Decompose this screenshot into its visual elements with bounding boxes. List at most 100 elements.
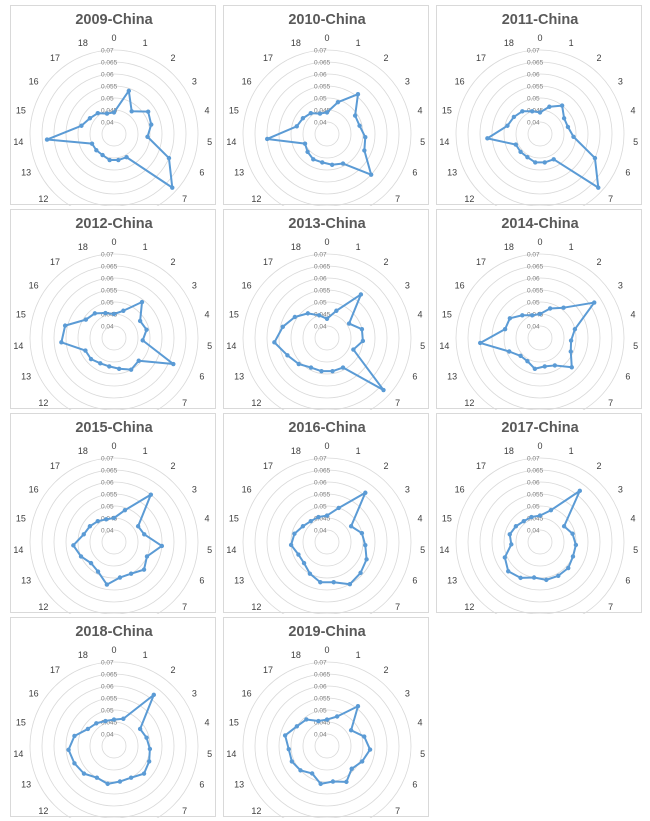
data-point: [305, 311, 311, 316]
category-label: 13: [234, 576, 244, 586]
category-label: 4: [631, 309, 636, 319]
category-label: 2: [170, 53, 175, 63]
data-point: [95, 110, 100, 116]
category-label: 18: [291, 446, 301, 456]
data-point: [111, 311, 117, 317]
data-point: [79, 123, 84, 128]
grid-ring: [65, 289, 163, 387]
data-point: [117, 575, 123, 580]
grid-ring: [254, 673, 400, 818]
grid-ring: [467, 469, 613, 614]
data-point: [128, 571, 134, 576]
data-point: [317, 313, 322, 318]
data-point: [569, 365, 574, 370]
data-point: [518, 575, 523, 581]
category-label: 12: [251, 602, 261, 612]
tick-label: 0.065: [101, 672, 118, 679]
data-point: [308, 518, 313, 524]
data-point: [357, 123, 362, 128]
category-label: 14: [226, 545, 236, 555]
data-point: [141, 771, 147, 776]
data-point: [511, 114, 517, 120]
category-label: 2: [596, 257, 601, 267]
category-label: 16: [29, 484, 39, 494]
data-point: [556, 573, 561, 578]
data-point: [329, 162, 335, 167]
tick-label: 0.065: [101, 468, 118, 475]
grid-ring: [266, 685, 388, 807]
data-point: [140, 338, 145, 343]
radar-chart: 2014-China0.040.0450.050.0550.060.0650.0…: [439, 216, 638, 410]
data-point: [121, 716, 126, 721]
data-point: [521, 518, 526, 524]
category-label: 13: [447, 576, 457, 586]
category-label: 17: [50, 461, 60, 471]
category-label: 14: [13, 545, 23, 555]
tick-label: 0.07: [314, 660, 327, 667]
category-label: 12: [464, 398, 474, 408]
category-label: 5: [420, 545, 425, 555]
grid-ring: [266, 277, 388, 399]
tick-label: 0.045: [314, 108, 331, 115]
category-label: 7: [608, 194, 613, 204]
category-label: 2: [596, 53, 601, 63]
category-label: 4: [631, 513, 636, 523]
tick-label: 0.065: [527, 264, 544, 271]
data-point: [355, 704, 361, 709]
chart-title: 2013-China: [288, 216, 366, 232]
tick-label: 0.065: [314, 468, 331, 475]
category-label: 5: [207, 341, 212, 351]
tick-label: 0.055: [314, 288, 331, 295]
tick-label: 0.04: [527, 324, 540, 331]
grid-ring: [41, 61, 187, 206]
category-label: 13: [21, 780, 31, 790]
data-point: [309, 771, 315, 776]
data-point: [145, 109, 151, 114]
data-point: [336, 505, 341, 511]
data-point: [286, 746, 291, 752]
tick-label: 0.065: [527, 468, 544, 475]
grid-ring: [302, 517, 352, 567]
category-label: 1: [143, 38, 148, 48]
grid-ring: [89, 109, 139, 159]
data-point: [358, 292, 364, 297]
data-point: [559, 103, 565, 108]
category-label: 18: [78, 446, 88, 456]
category-label: 13: [234, 168, 244, 178]
category-label: 3: [192, 280, 197, 290]
grid-ring: [53, 481, 175, 603]
data-point: [518, 149, 523, 155]
category-label: 4: [205, 717, 210, 727]
data-point: [364, 557, 369, 562]
category-label: 17: [50, 53, 60, 63]
data-point: [360, 338, 366, 344]
category-label: 16: [242, 76, 252, 86]
category-label: 15: [16, 309, 26, 319]
data-point: [88, 356, 94, 362]
data-point: [547, 306, 553, 311]
category-label: 6: [412, 372, 417, 382]
grid-ring: [53, 685, 175, 807]
tick-label: 0.05: [314, 96, 327, 103]
tick-label: 0.055: [314, 492, 331, 499]
data-point: [145, 134, 150, 139]
data-point: [135, 524, 141, 529]
data-point: [72, 733, 77, 739]
category-label: 16: [242, 280, 252, 290]
data-point: [144, 735, 149, 740]
category-label: 15: [442, 309, 452, 319]
data-point: [537, 110, 543, 115]
data-point: [139, 299, 145, 305]
data-point: [111, 515, 117, 521]
tick-label: 0.05: [527, 300, 540, 307]
data-point: [531, 575, 537, 580]
data-point: [265, 136, 270, 142]
tick-label: 0.06: [101, 480, 114, 487]
category-label: 3: [618, 280, 623, 290]
chart-title: 2015-China: [75, 420, 153, 436]
tick-label: 0.055: [101, 696, 118, 703]
data-point: [305, 149, 310, 155]
tick-label: 0.04: [527, 528, 540, 535]
category-label: 1: [143, 650, 148, 660]
